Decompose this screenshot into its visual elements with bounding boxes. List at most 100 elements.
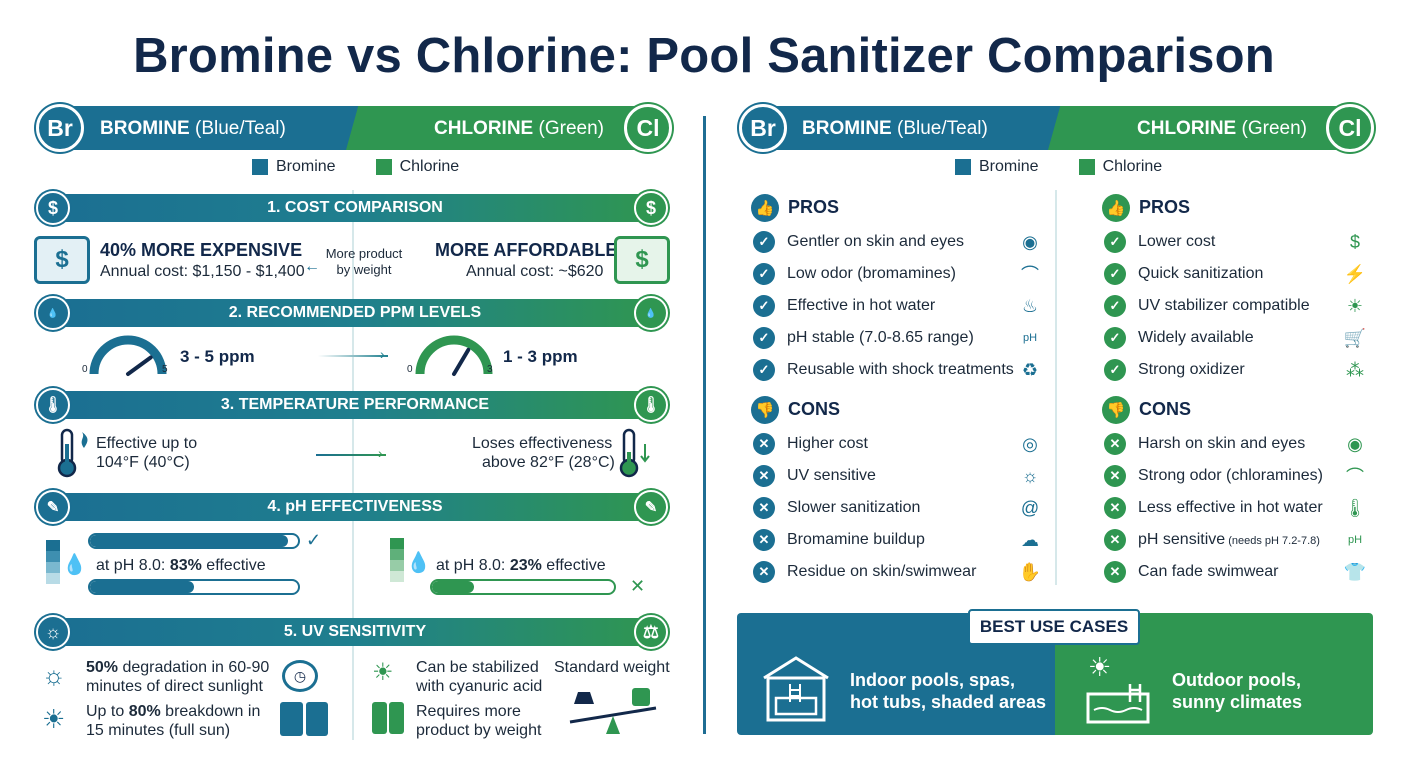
sun-icon: ☀ xyxy=(1088,652,1112,682)
bromine-ph-bar-top xyxy=(88,533,300,549)
molecule-icon: ⁂ xyxy=(1346,359,1364,380)
temp-arrow-line xyxy=(316,454,386,456)
cost-middle-note: More product by weight xyxy=(325,246,403,277)
sun-shield-icon: ☀ xyxy=(1346,295,1364,316)
list-item-label: UV sensitive xyxy=(787,467,876,484)
check-icon: ✓ xyxy=(753,231,775,253)
list-item: ✓ Strong oxidizer ⁂ xyxy=(1104,354,1368,386)
chlorine-pros-title: PROS xyxy=(1139,197,1191,217)
ph-test-icon: ✎ xyxy=(634,490,668,524)
list-item-label: Slower sanitization xyxy=(787,499,921,516)
chlorine-ph-bar xyxy=(430,579,616,595)
list-item: ✕ Strong odor (chloramines) ⌒ xyxy=(1104,460,1368,492)
bromine-ppm-gauge xyxy=(89,335,167,376)
check-icon: ✓ xyxy=(753,327,775,349)
bromine-swatch xyxy=(955,159,971,175)
list-item-label: Can fade swimwear xyxy=(1138,563,1279,580)
ph-test-icon: ✎ xyxy=(36,490,70,524)
cost-section-bar: 1. COST COMPARISON xyxy=(58,194,652,222)
sun-icon: ☼ xyxy=(1021,465,1039,486)
bromine-pros-list: ✓ Gentler on skin and eyes ◉ ✓ Low odor (bro… xyxy=(753,226,1043,386)
thumbs-up-icon: 👍 xyxy=(751,194,779,222)
list-item: ✓ Effective in hot water ♨ xyxy=(753,290,1043,322)
hot-tub-icon: ♨ xyxy=(1021,295,1039,316)
list-item-label: Quick sanitization xyxy=(1138,265,1264,282)
chlorine-best-line2: sunny climates xyxy=(1172,692,1303,712)
bromine-ph-bar-bottom xyxy=(88,579,300,595)
list-item-label: Lower cost xyxy=(1138,233,1216,250)
bromine-cons-title: CONS xyxy=(788,399,841,419)
list-item-label: Gentler on skin and eyes xyxy=(787,233,964,250)
chlorine-cost-head: MORE AFFORDABLE xyxy=(435,240,618,260)
check-icon: ✓ xyxy=(1104,295,1126,317)
list-item: ✕ Harsh on skin and eyes ◉ xyxy=(1104,428,1368,460)
cross-icon: ✕ xyxy=(1104,497,1126,519)
legend-chlorine: Chlorine xyxy=(399,158,460,175)
cart-icon: 🛒 xyxy=(1343,327,1367,348)
sun-shield-icon: ☀ xyxy=(372,659,394,686)
bromine-banner xyxy=(762,106,1062,150)
bromine-uv-line2b: 15 minutes (full sun) xyxy=(86,722,231,739)
dollar-icon: $ xyxy=(1349,231,1360,252)
list-item: ✓ Reusable with shock treatments ♻ xyxy=(753,354,1043,386)
list-item: ✕ Slower sanitization @ xyxy=(753,492,1043,524)
ph-strip-icon xyxy=(390,538,404,582)
nose-icon: ⌒ xyxy=(1021,265,1039,285)
list-item-note: (needs pH 7.2-7.8) xyxy=(1225,535,1320,547)
nose-icon: ⌒ xyxy=(1346,467,1364,487)
check-icon: ✓ xyxy=(306,530,322,550)
list-item-label: Bromamine buildup xyxy=(787,531,925,548)
chlorine-badge: Cl xyxy=(1326,104,1374,152)
ppm-section-bar: 2. RECOMMENDED PPM LEVELS xyxy=(58,299,652,327)
chlorine-banner xyxy=(346,106,652,150)
cross-icon: ✕ xyxy=(630,576,646,596)
chlorine-badge: Cl xyxy=(624,104,672,152)
ph-icon: pH xyxy=(1022,332,1038,344)
bromine-uv-line1b: minutes of direct sunlight xyxy=(86,678,263,695)
bromine-best-line2: hot tubs, shaded areas xyxy=(850,692,1047,712)
eye-icon: ◉ xyxy=(1347,433,1363,454)
sun-icon: ☼ xyxy=(36,615,70,649)
cross-icon: ✕ xyxy=(753,497,775,519)
sun-icon: ☀ xyxy=(42,704,66,734)
legend-chlorine: Chlorine xyxy=(1102,158,1163,175)
bromine-cost-head: 40% MORE EXPENSIVE xyxy=(100,240,303,260)
cross-icon: ✕ xyxy=(1104,433,1126,455)
thumbs-down-icon: 👎 xyxy=(1102,396,1130,424)
left-panel-divider xyxy=(352,190,354,740)
cold-thermometer-icon xyxy=(619,428,650,478)
list-item: ✕ Less effective in hot water 🌡 xyxy=(1104,492,1368,524)
bromine-header-label: BROMINE (Blue/Teal) xyxy=(802,118,988,139)
cross-icon: ✕ xyxy=(1104,529,1126,551)
dollar-icon: $ xyxy=(36,191,70,225)
water-drop-icon: 💧 xyxy=(634,296,668,330)
chlorine-temp-line1: Loses effectiveness xyxy=(472,435,613,452)
list-item-label: Strong odor (chloramines) xyxy=(1138,467,1323,484)
list-item-label: pH sensitive (needs pH 7.2-7.8) xyxy=(1138,531,1320,548)
cross-icon: ✕ xyxy=(753,465,775,487)
thermometer-icon: 🌡 xyxy=(634,388,668,422)
list-item: ✕ Bromamine buildup ☁ xyxy=(753,524,1043,556)
bromine-swatch xyxy=(252,159,268,175)
chlorine-uv-line1b: with cyanuric acid xyxy=(416,678,543,695)
money-bill-icon: $ xyxy=(34,236,90,284)
list-item-label: Reusable with shock treatments xyxy=(787,361,1014,378)
cross-icon: ✕ xyxy=(1104,465,1126,487)
list-item-label: Residue on skin/swimwear xyxy=(787,563,977,580)
check-icon: ✓ xyxy=(753,263,775,285)
indoor-pool-icon xyxy=(763,656,829,722)
bromine-temp-line2: 104°F (40°C) xyxy=(96,454,190,471)
legend-bromine: Bromine xyxy=(276,158,336,175)
bromine-pros-title: PROS xyxy=(788,197,840,217)
chlorine-ppm-gauge xyxy=(415,335,493,376)
bromine-best-line1: Indoor pools, spas, xyxy=(850,670,1016,690)
containers-icon xyxy=(372,702,404,734)
hand-icon: ✋ xyxy=(1018,561,1042,582)
containers-icon xyxy=(280,702,328,736)
bromine-badge: Br xyxy=(36,104,84,152)
cross-icon: ✕ xyxy=(753,433,775,455)
best-use-label: BEST USE CASES xyxy=(968,609,1140,645)
thumbs-down-icon: 👎 xyxy=(751,396,779,424)
right-panel-divider xyxy=(1055,190,1057,585)
ph-section-bar: 4. pH EFFECTIVENESS xyxy=(58,493,652,521)
